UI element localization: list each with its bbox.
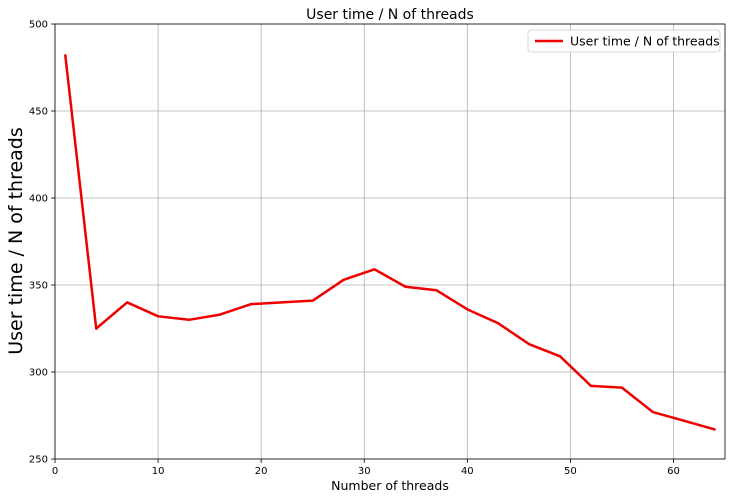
y-tick-label: 500 bbox=[29, 20, 48, 31]
x-tick-label: 40 bbox=[461, 466, 474, 477]
data-point bbox=[125, 301, 129, 304]
data-point bbox=[187, 318, 191, 321]
data-point bbox=[95, 327, 98, 330]
data-point bbox=[651, 410, 655, 414]
data-point bbox=[280, 301, 283, 304]
y-tick-label: 300 bbox=[29, 368, 48, 379]
x-tick-label: 20 bbox=[255, 466, 268, 477]
data-point bbox=[311, 299, 314, 302]
x-tick-label: 30 bbox=[358, 466, 371, 477]
chart-title: User time / N of threads bbox=[306, 7, 474, 23]
x-tick-label: 60 bbox=[667, 466, 680, 477]
x-tick-label: 0 bbox=[52, 466, 58, 477]
data-point bbox=[558, 355, 562, 358]
legend: User time / N of threads bbox=[527, 29, 721, 53]
data-point bbox=[435, 289, 438, 292]
data-point bbox=[218, 313, 222, 316]
data-point bbox=[466, 308, 469, 311]
data-point bbox=[64, 54, 67, 57]
x-tick-label: 10 bbox=[152, 466, 165, 477]
series-line bbox=[64, 55, 716, 431]
legend-entry-label: User time / N of threads bbox=[570, 34, 720, 49]
data-point bbox=[373, 268, 376, 271]
data-point bbox=[404, 285, 407, 288]
data-point bbox=[156, 315, 160, 318]
plot-frame bbox=[54, 23, 726, 460]
data-point bbox=[713, 428, 716, 431]
series-layer bbox=[64, 54, 716, 431]
data-point bbox=[249, 302, 253, 306]
data-point bbox=[589, 384, 593, 388]
y-tick-label: 400 bbox=[29, 194, 48, 205]
data-point bbox=[682, 419, 685, 422]
y-tick-label: 250 bbox=[29, 455, 48, 466]
x-tick-label: 50 bbox=[564, 466, 577, 477]
data-point bbox=[342, 278, 345, 281]
y-tick-label: 450 bbox=[29, 107, 48, 118]
data-point bbox=[527, 342, 531, 346]
x-axis-label: Number of threads bbox=[331, 478, 449, 493]
data-point bbox=[497, 322, 500, 325]
axis-ticks: 0 10 20 30 40 50 60 250 300 350 400 450 500 bbox=[29, 20, 680, 478]
y-axis-label: User time / N of threads bbox=[5, 127, 27, 355]
legend-box bbox=[527, 29, 721, 53]
y-tick-label: 350 bbox=[29, 281, 48, 292]
data-point bbox=[620, 386, 624, 389]
